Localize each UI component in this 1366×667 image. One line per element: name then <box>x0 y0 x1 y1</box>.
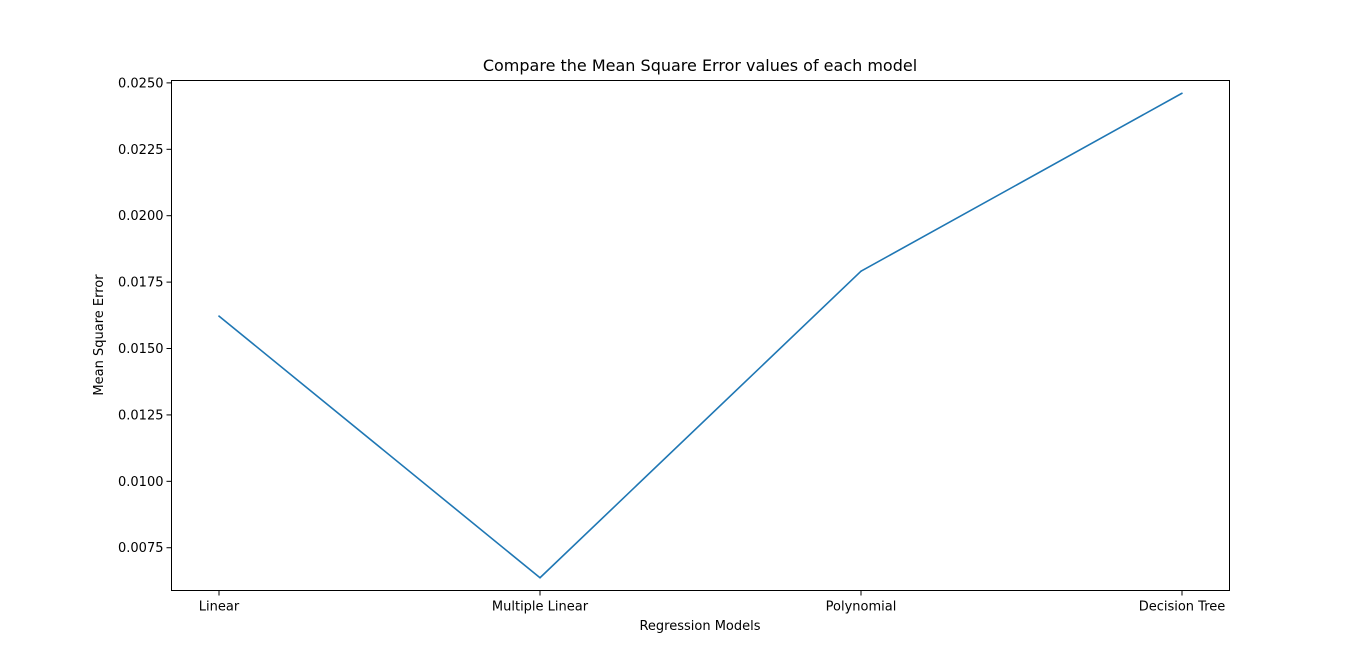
data-point <box>218 315 220 317</box>
plot-area-frame <box>171 80 1230 591</box>
x-tick-label: Multiple Linear <box>492 600 589 615</box>
x-axis-ticks: Linear Multiple Linear Polynomial Decision … <box>199 590 1226 615</box>
y-tick-label: 0.0075 <box>118 541 164 556</box>
y-tick-label: 0.0200 <box>118 209 164 224</box>
x-axis-label: Regression Models <box>639 619 760 634</box>
series-line <box>218 92 1183 579</box>
y-tick-label: 0.0250 <box>118 76 164 91</box>
y-tick-label: 0.0225 <box>118 143 164 158</box>
data-point <box>1181 92 1183 95</box>
y-axis-ticks: 0.0075 0.0100 0.0125 0.0150 0.0175 0.0200 0.02… <box>118 76 172 556</box>
data-point <box>539 576 541 579</box>
y-tick-label: 0.0175 <box>118 276 164 291</box>
y-axis-label: Mean Square Error <box>92 274 107 396</box>
x-tick-label: Linear <box>199 600 240 615</box>
data-point <box>860 270 862 273</box>
x-tick-label: Decision Tree <box>1139 600 1226 615</box>
y-tick-label: 0.0100 <box>118 475 164 490</box>
chart-title: Compare the Mean Square Error values of … <box>483 56 917 75</box>
x-tick-label: Polynomial <box>826 600 897 615</box>
y-tick-label: 0.0150 <box>118 342 164 357</box>
y-tick-label: 0.0125 <box>118 408 164 423</box>
series-layer <box>218 92 1183 579</box>
